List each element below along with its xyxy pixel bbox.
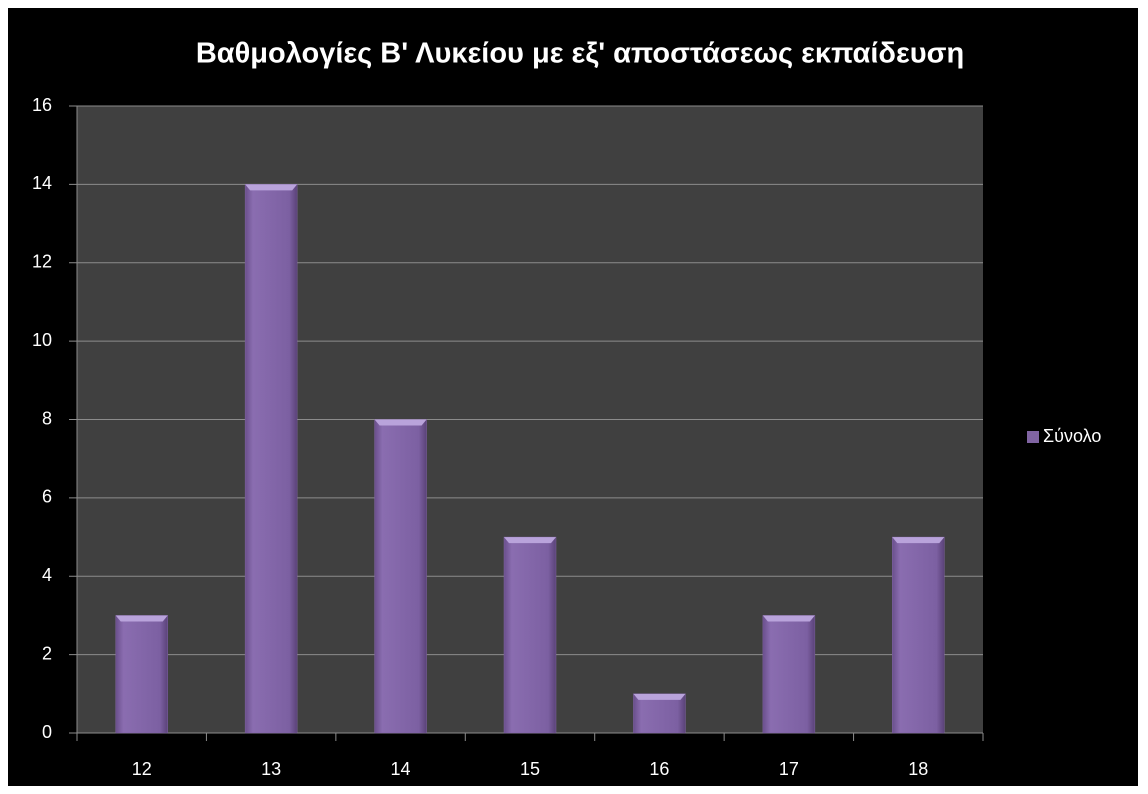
bar-bevel bbox=[115, 615, 168, 622]
bar bbox=[503, 536, 557, 734]
x-tick-label: 18 bbox=[908, 759, 928, 779]
chart-title: Βαθμολογίες Β' Λυκείου με εξ' αποστάσεως… bbox=[196, 38, 964, 70]
x-tick-label: 13 bbox=[261, 759, 281, 779]
y-tick-label: 10 bbox=[32, 330, 52, 350]
y-tick-label: 4 bbox=[42, 565, 52, 585]
y-tick-label: 0 bbox=[42, 722, 52, 742]
bar-bevel bbox=[504, 537, 556, 544]
bar bbox=[892, 536, 945, 734]
bar bbox=[115, 615, 168, 734]
x-tick-label: 12 bbox=[132, 759, 152, 779]
x-tick-label: 14 bbox=[391, 759, 411, 779]
y-tick-label: 12 bbox=[32, 252, 52, 272]
y-tick-label: 8 bbox=[42, 408, 52, 428]
legend-swatch bbox=[1027, 431, 1039, 443]
y-tick-label: 6 bbox=[42, 487, 52, 507]
bar-bevel bbox=[762, 615, 815, 622]
bar bbox=[374, 419, 427, 734]
y-tick-label: 2 bbox=[42, 643, 52, 663]
bar-bevel bbox=[892, 537, 945, 544]
x-tick-label: 16 bbox=[649, 759, 669, 779]
x-tick-label: 15 bbox=[520, 759, 540, 779]
bar-bevel bbox=[633, 693, 686, 700]
bar-bevel bbox=[245, 184, 298, 191]
legend-label: Σύνολο bbox=[1043, 426, 1101, 446]
x-tick-label: 17 bbox=[779, 759, 799, 779]
y-tick-label: 16 bbox=[32, 95, 52, 115]
bar-bevel bbox=[374, 419, 427, 426]
bar bbox=[762, 615, 816, 734]
y-tick-label: 14 bbox=[32, 173, 52, 193]
bar bbox=[244, 184, 298, 734]
